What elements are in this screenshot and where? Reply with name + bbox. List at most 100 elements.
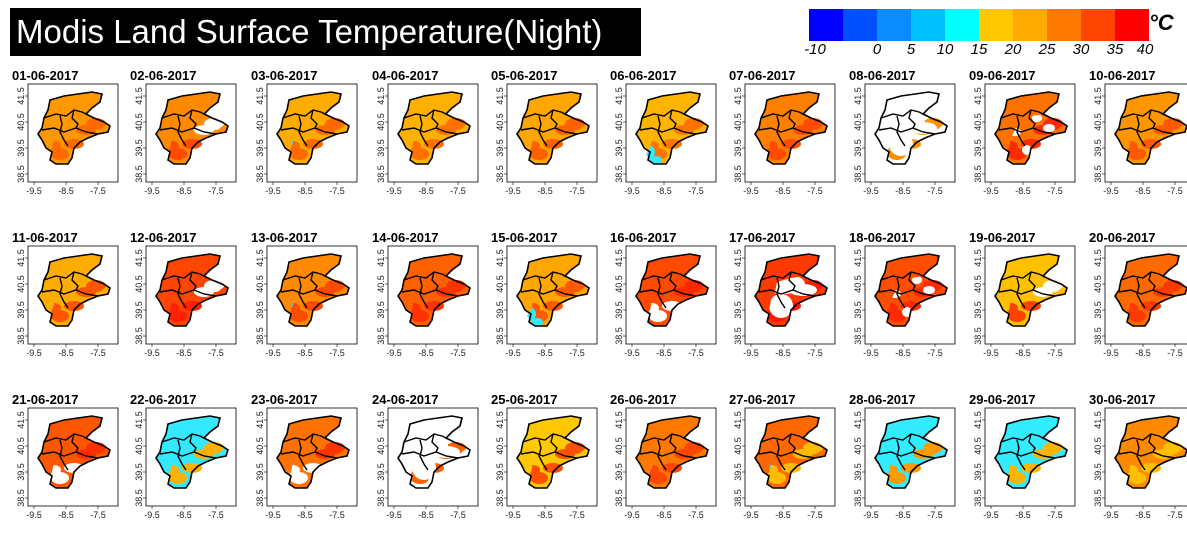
accent-patch	[888, 310, 906, 322]
map-plot: 41.5 40.5 39.5 38.5-9.5 -8.5 -7.5	[255, 83, 358, 196]
district-border	[550, 433, 558, 453]
accent-patch	[51, 310, 69, 322]
legend-swatch	[1115, 9, 1149, 41]
region-outline	[37, 253, 111, 327]
region-outline	[1114, 91, 1187, 165]
district-borders	[994, 253, 1068, 327]
accent-patch	[303, 301, 323, 311]
district-borders	[155, 91, 229, 165]
y-tick-label: 39.5	[973, 463, 983, 481]
x-tick-label: -9.5	[265, 348, 281, 358]
y-tick-label: 41.5	[255, 87, 265, 105]
region-outline	[397, 91, 471, 165]
y-tick-label: 38.5	[255, 165, 265, 183]
x-tick-label: -9.5	[624, 510, 640, 520]
no-data-patch	[649, 310, 667, 322]
district-border	[908, 109, 916, 129]
y-tick-label: 41.5	[614, 87, 624, 105]
x-tick-label: -9.5	[26, 348, 42, 358]
district-borders	[994, 91, 1068, 165]
map-plot: 41.5 40.5 39.5 38.5-9.5 -8.5 -7.5	[1093, 245, 1187, 358]
accent-patch	[530, 148, 548, 160]
panel-date: 06-06-2017	[610, 68, 677, 83]
map-plot: 41.5 40.5 39.5 38.5-9.5 -8.5 -7.5	[733, 245, 836, 358]
accent-patch	[1008, 148, 1026, 160]
y-tick-label: 40.5	[1093, 275, 1103, 293]
y-tick-label: 39.5	[255, 463, 265, 481]
legend-swatch	[1047, 9, 1081, 41]
y-tick-label: 39.5	[376, 139, 386, 157]
y-tick-label: 41.5	[376, 87, 386, 105]
y-tick-label: 41.5	[733, 411, 743, 429]
panel-date: 23-06-2017	[251, 392, 318, 407]
x-tick-label: -8.5	[176, 186, 192, 196]
y-tick-label: 40.5	[16, 437, 26, 455]
district-borders	[516, 91, 590, 165]
accent-patch	[169, 310, 187, 322]
map-panel: 18-06-2017 41.5 40.5 39.5 38.5 -9.5 -8.5 -7.5	[847, 230, 959, 382]
x-tick-label: -8.5	[1015, 510, 1031, 520]
legend-swatch	[843, 9, 877, 41]
y-tick-label: 40.5	[255, 113, 265, 131]
district-border	[878, 289, 936, 297]
district-borders	[1114, 91, 1187, 165]
region-outline	[635, 91, 709, 165]
district-border	[298, 115, 308, 147]
map-panel: 15-06-2017 41.5 40.5 39.5 38.5 -9.5 -8.5 -7.5	[489, 230, 601, 382]
legend-tick-label: 30	[1072, 41, 1090, 58]
y-tick-label: 38.5	[973, 489, 983, 507]
district-borders	[994, 415, 1068, 489]
x-tick-label: -8.5	[297, 186, 313, 196]
no-data-patch	[64, 463, 84, 473]
district-border	[401, 127, 459, 135]
x-tick-label: -8.5	[656, 510, 672, 520]
district-border	[641, 109, 685, 119]
x-tick-label: -8.5	[297, 348, 313, 358]
y-tick-label: 38.5	[1093, 327, 1103, 345]
no-data-patch	[1032, 114, 1042, 122]
district-border	[1148, 109, 1156, 129]
x-tick-label: -8.5	[775, 510, 791, 520]
district-border	[550, 109, 558, 129]
x-tick-label: -7.5	[807, 510, 823, 520]
x-tick-label: -8.5	[537, 510, 553, 520]
map-plot: 41.5 40.5 39.5 38.5-9.5 -8.5 -7.5	[16, 245, 119, 358]
accent-patch	[169, 472, 187, 484]
x-tick-label: -7.5	[208, 510, 224, 520]
x-tick-label: -8.5	[418, 348, 434, 358]
district-border	[419, 277, 429, 309]
x-tick-label: -8.5	[895, 348, 911, 358]
district-border	[282, 433, 326, 443]
panel-date: 11-06-2017	[12, 230, 78, 245]
map-panel: 23-06-2017 41.5 40.5 39.5 38.5 -9.5 -8.5 -7.5	[249, 392, 361, 544]
panel-date: 27-06-2017	[729, 392, 796, 407]
district-border	[538, 439, 548, 471]
x-tick-label: -8.5	[1135, 348, 1151, 358]
map-panel: 05-06-2017 41.5 40.5 39.5 38.5 -9.5 -8.5 -7.5	[489, 68, 601, 220]
district-border	[538, 277, 548, 309]
x-tick-label: -9.5	[505, 186, 521, 196]
y-tick-label: 41.5	[853, 249, 863, 267]
map-plot: 41.5 40.5 39.5 38.5-9.5 -8.5 -7.5	[376, 83, 479, 196]
accent-patch	[424, 301, 444, 311]
district-border	[896, 115, 906, 147]
district-border	[1148, 433, 1156, 453]
y-tick-label: 40.5	[134, 113, 144, 131]
region-outline	[635, 415, 709, 489]
map-plot: 41.5 40.5 39.5 38.5-9.5 -8.5 -7.5	[853, 407, 956, 520]
district-border	[1028, 109, 1036, 129]
region-outline	[155, 253, 229, 327]
district-border	[522, 109, 566, 119]
figure-title: Modis Land Surface Temperature(Night)	[10, 8, 641, 56]
map-plot: 41.5 40.5 39.5 38.5-9.5 -8.5 -7.5	[1093, 407, 1187, 520]
no-data-patch	[412, 456, 436, 480]
x-tick-label: -8.5	[58, 510, 74, 520]
district-border	[669, 109, 677, 129]
x-tick-label: -8.5	[1135, 186, 1151, 196]
district-border	[1028, 433, 1036, 453]
legend-tick-label: -10	[804, 41, 826, 58]
y-tick-label: 38.5	[495, 165, 505, 183]
y-tick-label: 40.5	[16, 113, 26, 131]
x-tick-label: -7.5	[329, 348, 345, 358]
accent-patch	[662, 139, 682, 149]
